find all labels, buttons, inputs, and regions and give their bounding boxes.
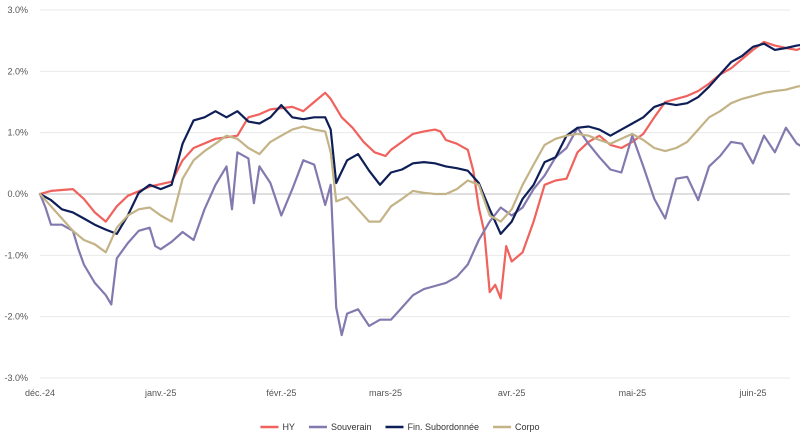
y-tick-label: 2.0% <box>7 66 28 76</box>
x-tick-label: mars-25 <box>369 388 402 398</box>
x-tick-label: mai-25 <box>619 388 647 398</box>
y-tick-label: -1.0% <box>4 250 28 260</box>
y-axis-tick-labels: -3.0% -2.0% -1.0% 0.0% 1.0% 2.0% 3.0% <box>4 5 28 383</box>
y-tick-label: -3.0% <box>4 373 28 383</box>
series-lines <box>38 40 800 337</box>
x-tick-label: avr.-25 <box>498 388 526 398</box>
y-tick-label: -2.0% <box>4 312 28 322</box>
legend-label: Souverain <box>331 422 372 432</box>
x-tick-label: déc.-24 <box>25 388 55 398</box>
legend-label: HY <box>282 422 295 432</box>
legend: HY Souverain Fin. Subordonnée Corpo <box>260 422 540 432</box>
series-line-1 <box>38 126 800 337</box>
legend-label: Fin. Subordonnée <box>407 422 479 432</box>
legend-item: HY <box>260 422 295 432</box>
legend-label: Corpo <box>515 422 540 432</box>
series-line-0 <box>38 40 800 300</box>
y-tick-label: 3.0% <box>7 5 28 15</box>
x-axis-tick-labels: déc.-24 janv.-25 févr.-25 mars-25 avr.-25 mai… <box>25 388 767 398</box>
y-tick-label: 1.0% <box>7 128 28 138</box>
legend-item: Souverain <box>308 422 372 432</box>
grid-lines <box>40 9 790 379</box>
x-tick-label: févr.-25 <box>266 388 296 398</box>
x-tick-label: janv.-25 <box>144 388 176 398</box>
y-tick-label: 0.0% <box>7 189 28 199</box>
series-line-2 <box>38 42 800 235</box>
series-line-3 <box>38 85 800 254</box>
x-tick-label: juin-25 <box>738 388 766 398</box>
legend-item: Corpo <box>493 422 540 432</box>
legend-item: Fin. Subordonnée <box>385 422 479 432</box>
